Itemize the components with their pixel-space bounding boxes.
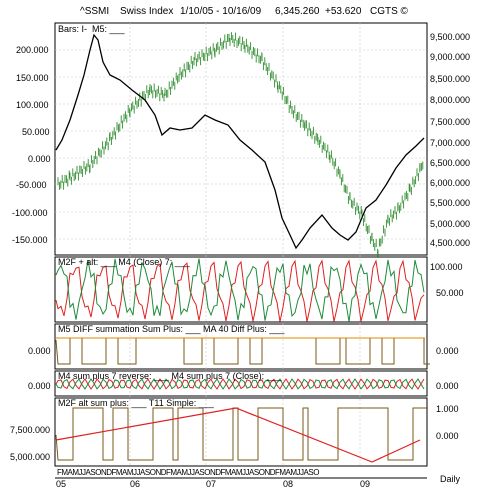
m2f-alt-line [55, 258, 425, 322]
right-tick: 4,500.000 [430, 238, 471, 248]
alt-sum-panel-frame [54, 397, 428, 467]
sum-panel-frame [54, 370, 428, 397]
right-tick: 50.000 [436, 288, 464, 298]
right-tick: 8,000.000 [430, 95, 471, 105]
right-tick: 9,500.000 [430, 32, 471, 42]
panel5-title: M2F alt sum plus: ___ T11 Simple: ___ [58, 398, 214, 408]
right-tick: 6,500.000 [430, 158, 471, 168]
right-tick: 9,000.000 [430, 52, 471, 62]
right-tick: 100.000 [430, 262, 463, 272]
m5-line [55, 33, 425, 250]
right-tick: 0.000 [436, 346, 459, 356]
year-label: 08 [283, 479, 294, 489]
m4-close-sum-line [55, 378, 425, 390]
right-tick: 0.000 [436, 431, 459, 441]
left-tick: 150.000 [16, 73, 49, 83]
panel2-title: M2F + alt: ___ M4 (Close) 7: ___ [58, 257, 190, 267]
last-price: 6,345.260 [275, 6, 320, 17]
left-tick: 0.000 [28, 346, 51, 356]
left-tick: -150.000 [12, 235, 48, 245]
right-tick: 1.000 [436, 404, 459, 414]
date-range: 1/10/05 - 10/16/09 [180, 6, 262, 17]
bars-legend: Bars: I- [58, 24, 88, 34]
alt-sum-line [55, 407, 428, 461]
left-tick: 50.000 [22, 127, 50, 137]
t11-line [55, 407, 421, 463]
year-label: 07 [206, 479, 217, 489]
panel4-title: M4 sum plus 7 reverse: ___ M4 sum plus 7… [58, 371, 282, 381]
left-tick: 0.000 [28, 381, 51, 391]
oscillator-panel-frame [54, 256, 428, 323]
m4-reverse-line [55, 378, 425, 390]
left-tick: -50.000 [16, 180, 47, 190]
left-tick: 200.000 [16, 45, 49, 55]
symbol: ^SSMI [80, 6, 110, 17]
right-tick: 5,000.000 [430, 219, 471, 229]
left-tick: 5,000.000 [10, 452, 51, 462]
price-change: +53.620 [325, 6, 362, 17]
diff-panel-frame [54, 323, 428, 370]
left-tick: 100.000 [16, 100, 49, 110]
index-name: Swiss Index [120, 6, 174, 17]
right-tick: 6,000.000 [430, 178, 471, 188]
month-labels: FMAMJJASONDFMAMJJASONDFMAMJJASONDFMAMJJA… [57, 468, 319, 477]
m5-legend: M5: ___ [92, 24, 125, 34]
year-label: 05 [56, 479, 67, 489]
chart-header: ^SSMI Swiss Index 1/10/05 - 10/16/09 6,3… [0, 0, 480, 22]
right-tick: 7,000.000 [430, 138, 471, 148]
right-tick: 7,500.000 [430, 117, 471, 127]
left-tick: 7,500.000 [10, 425, 51, 435]
panel3-title: M5 DIFF summation Sum Plus: ___ MA 40 Di… [58, 324, 285, 334]
right-tick: 0.000 [436, 381, 459, 391]
year-label: 09 [360, 479, 371, 489]
year-label: 06 [130, 479, 141, 489]
right-tick: 8,500.000 [430, 74, 471, 84]
diff-sum-line [55, 337, 430, 365]
right-tick: 5,500.000 [430, 198, 471, 208]
interval-label[interactable]: Daily [440, 474, 461, 484]
left-tick: 0.000 [28, 154, 51, 164]
price-panel-frame [54, 22, 428, 256]
data-source: CGTS © [370, 6, 408, 17]
m4-close-line [55, 259, 425, 322]
left-tick: -100.000 [12, 208, 48, 218]
